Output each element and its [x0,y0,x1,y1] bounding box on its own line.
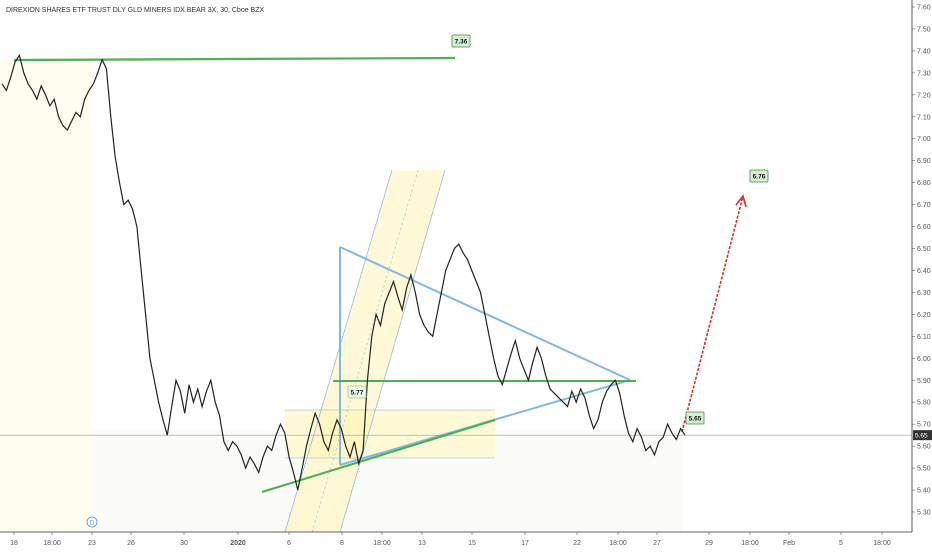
x-tick-label: 2020 [230,540,246,547]
x-tick-label: 22 [573,540,581,547]
y-tick-label: 7.30 [917,70,931,77]
price-tag[interactable]: 7.36 [451,34,471,48]
x-tick-label: 18:00 [873,540,891,547]
last-price-badge: 5.65 [913,430,932,441]
price-line [1,53,686,491]
chart-title: DIREXION SHARES ETF TRUST DLY GLD MINERS… [6,7,264,14]
x-tick-label: 23 [88,540,96,547]
price-tag-label: 7.36 [455,39,468,46]
y-tick-label: 6.00 [917,356,931,363]
price-tag-label: 5.77 [351,390,364,397]
resistance-line [13,56,456,62]
x-tick-label: 18:00 [373,540,391,547]
x-tick-label: 5 [839,540,843,547]
price-tag-label: 6.76 [753,174,766,181]
y-tick-label: 7.00 [917,136,931,143]
x-tick-label: 27 [653,540,661,547]
drawings-layer [0,56,912,533]
y-tick-label: 6.30 [917,290,931,297]
projection-line [681,195,744,433]
price-axis[interactable]: 5.30 5.40 5.50 5.60 5.70 5.80 5.90 6.00 6.10 6.20… [911,0,932,550]
support-line [261,419,496,493]
y-tick-label: 7.10 [917,114,931,121]
x-tick-label: 26 [127,540,135,547]
x-tick-label: 18 [10,540,18,547]
y-tick-label: 5.30 [917,510,931,517]
x-tick-label: 13 [418,540,426,547]
price-tag[interactable]: 5.77 [347,385,367,399]
y-tick-label: 7.40 [917,48,931,55]
x-tick-label: 30 [180,540,188,547]
x-tick-label: 17 [521,540,529,547]
price-layer [1,53,686,491]
price-tag[interactable]: 6.76 [749,169,769,183]
y-tick-label: 6.40 [917,268,931,275]
y-tick-label: 5.60 [917,444,931,451]
y-tick-label: 6.60 [917,224,931,231]
y-tick-label: 5.50 [917,466,931,473]
dividend-marker-label: D [90,521,95,527]
x-tick-label: 18:00 [741,540,759,547]
x-tick-label: 15 [468,540,476,547]
y-tick-label: 6.50 [917,246,931,253]
x-tick-label: 8 [340,540,344,547]
y-tick-label: 5.80 [917,400,931,407]
y-tick-label: 6.90 [917,158,931,165]
history-shade [0,60,92,532]
channel-left [284,169,393,533]
channel-right [339,169,446,533]
last-price-label: 5.65 [915,433,928,440]
x-tick-label: Feb [783,540,795,547]
projection-arrowhead [735,194,747,208]
price-tag[interactable]: 5.65 [685,411,705,425]
x-tick-label: 29 [705,540,713,547]
channel-fill [285,170,445,532]
y-tick-label: 6.80 [917,180,931,187]
y-tick-label: 7.20 [917,92,931,99]
y-tick-label: 5.90 [917,378,931,385]
x-tick-label: 6 [287,540,291,547]
price-tag-label: 5.65 [689,416,702,423]
x-tick-label: 18:00 [43,540,61,547]
dividend-marker[interactable]: D [86,516,98,528]
time-axis[interactable]: 18 18:00 23 26 30 2020 6 8 18:00 13 15 17 22 18:00 27 2… [0,531,932,550]
y-tick-label: 7.50 [917,26,931,33]
y-tick-label: 6.20 [917,312,931,319]
x-tick-label: 18:00 [609,540,627,547]
annotations-layer: 7.36 6.76 5.65 5.77 D [86,34,769,528]
y-tick-label: 5.40 [917,488,931,495]
y-tick-label: 6.70 [917,202,931,209]
background-zones [0,60,682,532]
y-tick-label: 6.10 [917,334,931,341]
y-tick-label: 5.70 [917,422,931,429]
y-tick-label: 7.60 [917,5,931,12]
